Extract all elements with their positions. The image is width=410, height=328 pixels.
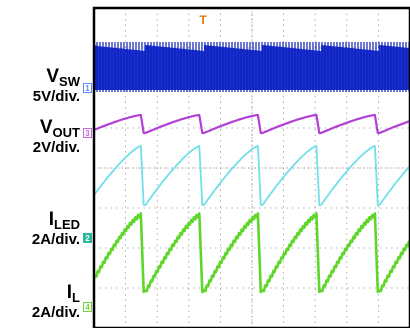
label-iled: ILED 2A/div. (31, 209, 80, 248)
label-vout: VOUT 2V/div. (32, 117, 80, 156)
trace-vout (94, 113, 410, 135)
channel-1-marker: 1 (83, 83, 92, 93)
screen-border (92, 6, 410, 328)
scale-vout: 2V/div. (32, 139, 80, 156)
channel-3-marker: 3 (83, 128, 92, 138)
channel-2-marker: 2 (83, 233, 92, 243)
trace-il (94, 212, 410, 294)
scale-il: 2A/div. (31, 304, 80, 321)
traces (93, 42, 410, 294)
trigger-marker-icon: T (199, 13, 207, 27)
trace-iled (94, 145, 410, 206)
label-vsw: VSW 5V/div. (32, 66, 80, 105)
label-il: IL 2A/div. (31, 282, 80, 321)
channel-labels: VSW 5V/div. VOUT 2V/div. ILED 2A/div. IL… (0, 0, 94, 328)
scale-vsw: 5V/div. (32, 88, 80, 105)
channel-4-marker: 4 (83, 302, 92, 312)
scale-iled: 2A/div. (31, 231, 80, 248)
